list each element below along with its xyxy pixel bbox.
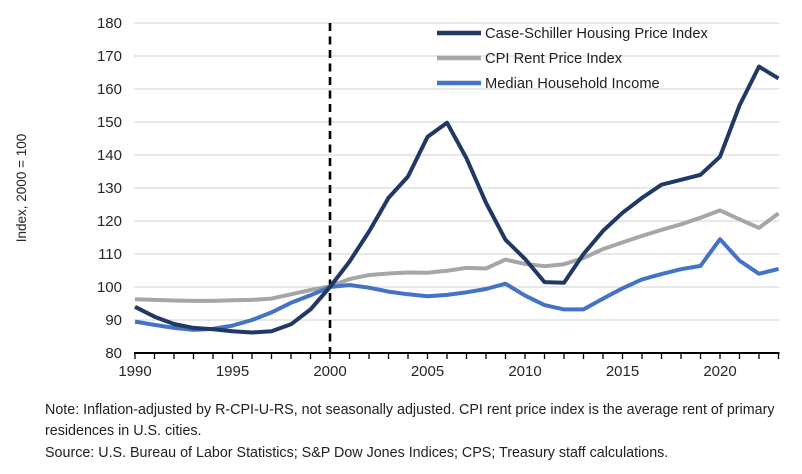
y-tick-label-100: 100 — [97, 279, 122, 296]
x-tick-label-1990: 1990 — [118, 363, 151, 380]
legend-label-median-household-income: Median Household Income — [485, 76, 660, 92]
chart-notes: Note: Inflation-adjusted by R-CPI-U-RS, … — [45, 400, 797, 464]
y-axis-title: Index, 2000 = 100 — [14, 134, 29, 242]
series-line-cpi-rent-price-index — [134, 208, 780, 303]
source-text: Source: U.S. Bureau of Labor Statistics;… — [45, 444, 669, 461]
legend-label-case-schiller-housing-price-index: Case-Schiller Housing Price Index — [485, 26, 709, 42]
y-tick-label-150: 150 — [97, 114, 122, 131]
x-tick-label-2005: 2005 — [411, 363, 444, 380]
x-tick-label-2010: 2010 — [508, 363, 541, 380]
y-tick-label-140: 140 — [97, 147, 122, 164]
note-text: Note: Inflation-adjusted by R-CPI-U-RS, … — [45, 402, 775, 440]
series-line-median-household-income — [134, 237, 779, 332]
x-tick-label-1995: 1995 — [216, 363, 249, 380]
x-tick-label-2015: 2015 — [606, 363, 639, 380]
legend-label-cpi-rent-price-index: CPI Rent Price Index — [485, 51, 623, 67]
y-tick-label-90: 90 — [105, 312, 122, 329]
housing-price-line-chart: 1990 1995 2000 2005 2010 2015 2020 80 90 100 110 12… — [14, 15, 780, 380]
x-tick-label-2000: 2000 — [313, 363, 346, 380]
x-tick-label-2020: 2020 — [703, 363, 736, 380]
y-tick-label-110: 110 — [98, 246, 122, 263]
y-tick-label-130: 130 — [97, 180, 122, 197]
y-tick-label-160: 160 — [97, 81, 122, 98]
y-tick-label-180: 180 — [97, 15, 122, 32]
series-line-case-schiller-housing-price-index — [134, 64, 780, 335]
y-tick-label-120: 120 — [97, 213, 122, 230]
y-tick-label-80: 80 — [105, 345, 122, 362]
y-tick-label-170: 170 — [97, 48, 122, 65]
